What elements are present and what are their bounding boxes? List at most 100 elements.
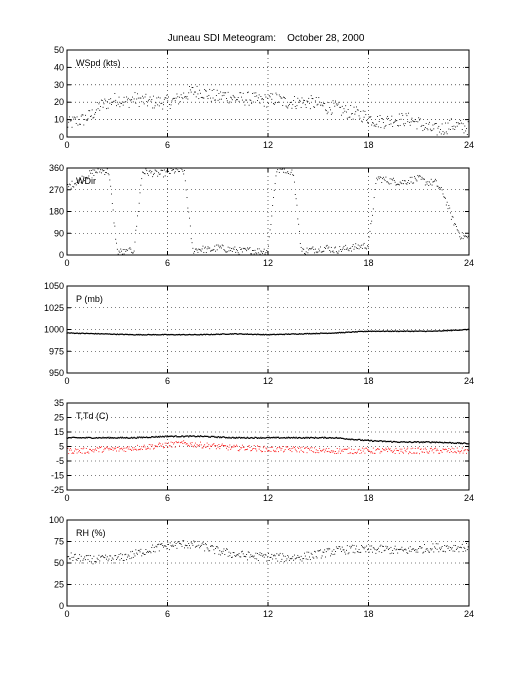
data-point — [149, 334, 151, 336]
data-point — [345, 244, 347, 246]
data-point — [418, 447, 420, 449]
data-point — [120, 553, 122, 555]
data-point — [71, 332, 73, 334]
data-point — [231, 99, 233, 101]
data-point — [307, 558, 309, 560]
data-point — [340, 551, 342, 552]
data-point — [337, 103, 339, 105]
data-point — [324, 332, 326, 334]
data-point — [286, 333, 288, 335]
data-point — [313, 437, 316, 439]
data-point — [439, 187, 441, 189]
data-point — [444, 329, 446, 332]
data-point — [421, 547, 423, 549]
data-point — [325, 437, 327, 439]
data-point — [293, 96, 295, 98]
data-point — [157, 104, 159, 106]
data-point — [82, 332, 84, 334]
data-point — [328, 246, 330, 248]
data-point — [130, 551, 132, 553]
data-point — [233, 248, 235, 250]
data-point — [110, 555, 112, 557]
data-point — [103, 449, 105, 451]
data-point — [302, 102, 304, 104]
data-point — [365, 247, 367, 249]
data-point — [421, 451, 423, 453]
data-point — [76, 437, 78, 439]
data-point — [133, 334, 135, 336]
data-point — [348, 447, 350, 449]
data-point — [378, 440, 380, 442]
data-point — [148, 99, 150, 100]
data-point — [165, 445, 167, 446]
data-point — [381, 182, 383, 183]
data-point — [98, 103, 100, 105]
data-point — [189, 445, 190, 447]
data-point — [252, 556, 254, 558]
data-point — [350, 547, 352, 549]
data-point — [307, 436, 309, 438]
data-point — [308, 551, 310, 553]
data-point — [266, 250, 268, 251]
data-point — [246, 250, 248, 252]
data-point — [306, 551, 308, 553]
data-point — [322, 105, 324, 107]
data-point — [152, 174, 154, 176]
data-point — [232, 94, 234, 96]
data-point — [88, 554, 90, 556]
data-point — [220, 98, 222, 100]
data-point — [314, 100, 316, 102]
data-point — [88, 110, 90, 112]
data-point — [112, 437, 114, 439]
data-point — [79, 450, 81, 452]
data-point — [412, 330, 414, 332]
data-point — [332, 332, 334, 334]
data-point — [77, 124, 79, 126]
data-point — [212, 435, 214, 438]
data-point — [338, 250, 340, 252]
data-point — [81, 332, 83, 334]
x-tick-label: 0 — [64, 493, 69, 503]
data-point — [449, 329, 452, 331]
data-point — [225, 550, 227, 552]
data-point — [211, 435, 213, 437]
data-point — [177, 96, 179, 98]
data-point — [391, 115, 393, 117]
data-point — [309, 108, 311, 110]
data-point — [396, 330, 398, 333]
data-point — [73, 186, 75, 188]
data-point — [291, 451, 293, 453]
data-point — [316, 333, 318, 335]
data-point — [249, 437, 251, 439]
data-point — [68, 121, 70, 123]
data-point — [147, 333, 150, 335]
data-point — [284, 437, 286, 439]
data-point — [283, 97, 285, 98]
data-point — [374, 189, 376, 190]
data-point — [129, 437, 131, 439]
data-point — [449, 329, 451, 332]
data-point — [249, 99, 251, 101]
data-point — [360, 246, 362, 248]
data-point — [67, 332, 69, 334]
data-point — [358, 115, 360, 117]
data-point — [207, 98, 209, 100]
data-point — [124, 101, 126, 103]
data-point — [460, 120, 462, 122]
data-point — [193, 93, 195, 95]
data-point — [315, 449, 317, 451]
data-point — [237, 450, 239, 451]
data-point — [361, 247, 363, 249]
data-point — [434, 123, 436, 125]
data-point — [257, 252, 259, 254]
data-point — [428, 330, 430, 332]
data-point — [203, 544, 205, 545]
data-point — [153, 546, 155, 548]
data-point — [358, 448, 360, 450]
data-point — [447, 442, 449, 444]
data-point — [100, 106, 102, 107]
data-point — [130, 248, 132, 250]
data-point — [345, 438, 347, 440]
data-point — [206, 547, 208, 549]
data-point — [408, 121, 410, 123]
